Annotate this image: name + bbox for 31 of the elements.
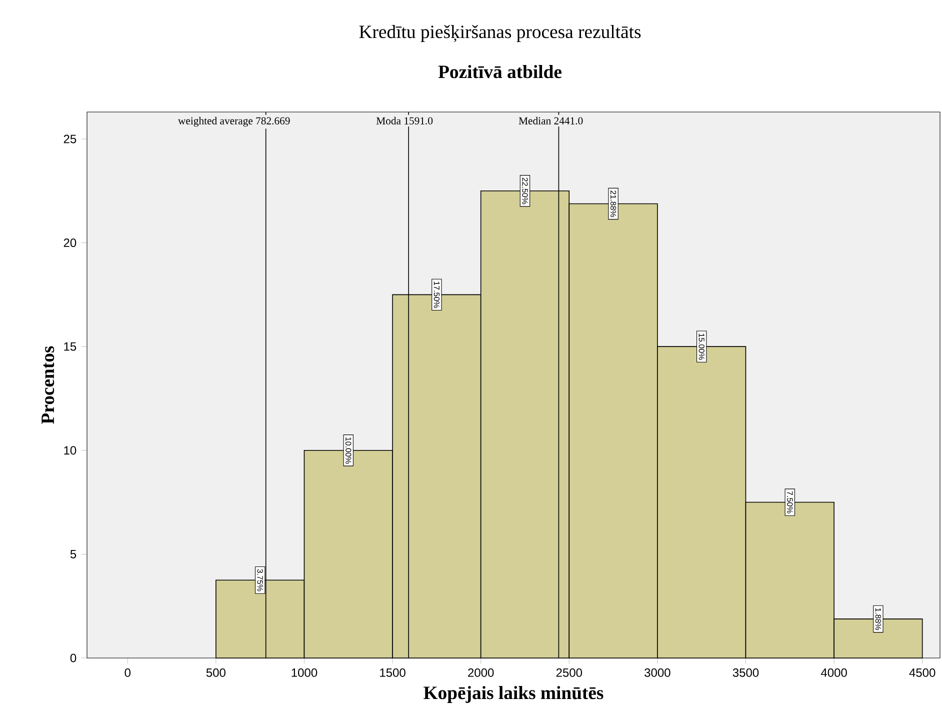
data-label: 22.50% (522, 178, 528, 204)
y-tick-label: 20 (64, 238, 76, 248)
x-tick-label: 1000 (292, 668, 318, 677)
y-axis-title: Procentos (42, 346, 54, 424)
x-tick-label: 3500 (732, 668, 759, 677)
x-tick-label: 3000 (644, 668, 670, 677)
ref-line-label: Median 2441.0 (518, 116, 583, 124)
x-axis-title: Kopējais laiks minūtēs (424, 686, 604, 703)
data-label: 21.88% (610, 190, 616, 218)
x-tick-label: 4000 (820, 668, 847, 677)
ref-line-label: weighted average 782.669 (178, 116, 290, 127)
chart-subtitle: Pozitīvā atbilde (438, 65, 562, 78)
data-label: 1.88% (875, 608, 882, 630)
x-tick-label: 500 (206, 668, 226, 677)
y-tick-label: 0 (70, 654, 76, 662)
x-tick-label: 4500 (909, 668, 936, 677)
data-label: 17.50% (434, 282, 440, 308)
y-tick-label: 10 (64, 446, 76, 455)
data-label: 10.00% (346, 437, 352, 464)
y-tick-label: 15 (64, 342, 76, 351)
x-tick-label: 2500 (556, 668, 582, 677)
x-tick-label: 2000 (468, 668, 494, 677)
data-label: 3.75% (257, 569, 263, 592)
y-tick-label: 25 (64, 134, 76, 144)
data-label: 7.50% (787, 491, 793, 514)
y-tick-label: 5 (70, 550, 76, 558)
ref-line-label: Moda 1591.0 (376, 116, 433, 124)
x-tick-label: 0 (124, 668, 130, 677)
chart-title: Kredītu piešķiršanas procesa rezultāts (359, 25, 641, 42)
x-tick-label: 1500 (380, 668, 406, 677)
data-label: 15.00% (698, 334, 704, 360)
